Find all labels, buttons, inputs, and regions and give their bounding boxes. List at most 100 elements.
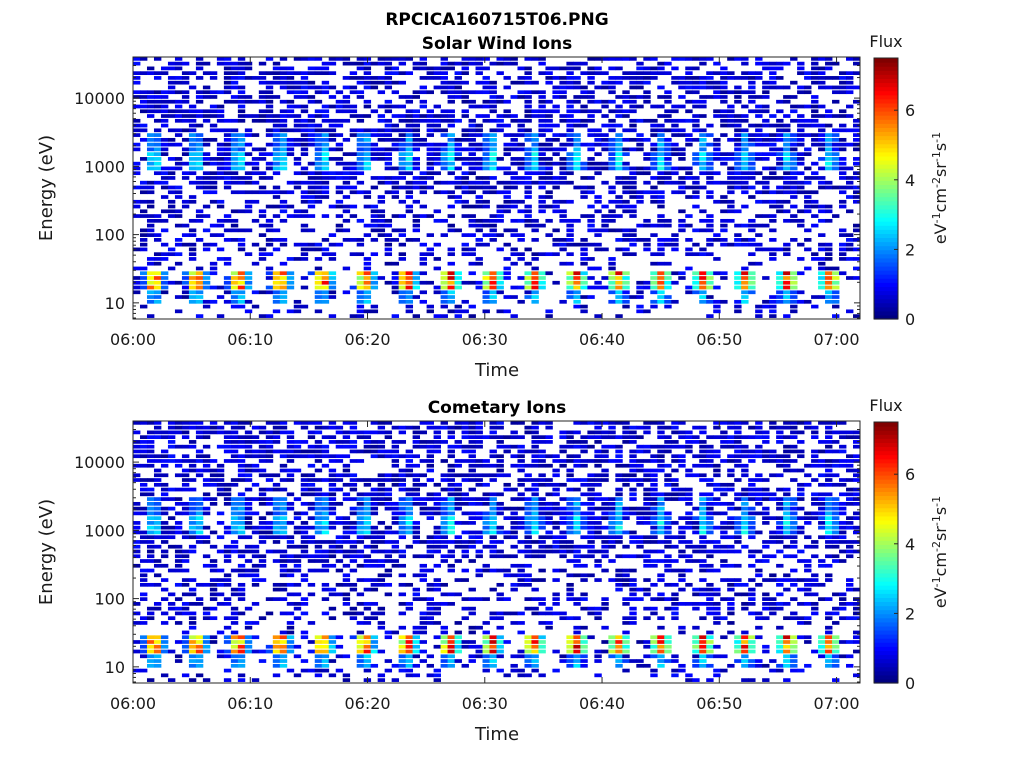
spectrogram-cell — [286, 128, 295, 133]
spectrogram-cell — [293, 90, 302, 95]
spectrogram-cell — [195, 511, 204, 516]
spectrogram-cell — [685, 66, 693, 71]
spectrogram-cell — [405, 190, 414, 195]
spectrogram-cell — [181, 482, 190, 487]
spectrogram-cell — [727, 421, 735, 425]
spectrogram-cell — [412, 501, 421, 506]
spectrogram-cell — [202, 468, 211, 473]
spectrogram-cell — [461, 57, 469, 61]
spectrogram-cell — [265, 204, 274, 209]
spectrogram-cell — [223, 444, 232, 449]
spectrogram-cell — [300, 80, 309, 85]
spectrogram-cell — [657, 195, 665, 199]
spectrogram-cell — [790, 530, 798, 535]
spectrogram-cell — [720, 95, 728, 99]
spectrogram-cell — [538, 99, 546, 104]
spectrogram-cell — [314, 137, 323, 142]
spectrogram-cell — [489, 214, 497, 218]
spectrogram-cell — [818, 276, 826, 280]
spectrogram-cell — [692, 506, 700, 511]
spectrogram-cell — [566, 166, 574, 171]
spectrogram-cell — [783, 133, 791, 137]
spectrogram-cell — [188, 252, 197, 257]
spectrogram-cell — [195, 214, 204, 218]
spectrogram-cell — [573, 152, 581, 156]
spectrogram-cell — [321, 530, 330, 535]
spectrogram-cell — [468, 454, 476, 459]
spectrogram-cell — [615, 478, 623, 482]
spectrogram-cell — [377, 497, 386, 501]
spectrogram-cell — [279, 85, 288, 90]
spectrogram-cell — [461, 99, 469, 104]
spectrogram-cell — [377, 530, 386, 535]
spectrogram-cell — [825, 266, 833, 271]
spectrogram-cell — [727, 473, 735, 478]
spectrogram-cell — [133, 525, 141, 530]
spectrogram-cell — [426, 109, 434, 114]
spectrogram-cell — [818, 295, 826, 299]
spectrogram-cell — [195, 157, 204, 161]
spectrogram-cell — [839, 430, 847, 435]
spectrogram-cell — [489, 530, 497, 535]
spectrogram-cell — [293, 95, 302, 99]
spectrogram-cell — [391, 478, 400, 482]
spectrogram-cell — [797, 257, 805, 261]
spectrogram-cell — [790, 309, 798, 314]
spectrogram-cell — [496, 459, 504, 463]
spectrogram-cell — [811, 304, 819, 309]
spectrogram-cell — [496, 309, 504, 314]
spectrogram-cell — [615, 199, 623, 204]
spectrogram-cell — [188, 276, 197, 280]
spectrogram-cell — [258, 497, 267, 501]
spectrogram-cell — [209, 266, 218, 271]
spectrogram-cell — [643, 223, 651, 228]
spectrogram-cell — [405, 114, 414, 118]
spectrogram-cell — [356, 492, 365, 497]
spectrogram-cell — [713, 147, 721, 152]
spectrogram-cell — [440, 90, 448, 95]
spectrogram-cell — [405, 195, 414, 199]
spectrogram-cell — [538, 90, 546, 95]
spectrogram-cell — [720, 80, 728, 85]
spectrogram-cell — [741, 521, 749, 525]
spectrogram-cell — [139, 530, 148, 535]
spectrogram-cell — [174, 157, 183, 161]
spectrogram-cell — [314, 295, 323, 299]
spectrogram-cell — [433, 128, 441, 133]
spectrogram-cell — [482, 492, 490, 497]
spectrogram-cell — [783, 276, 791, 280]
spectrogram-cell — [545, 166, 553, 171]
spectrogram-cell — [559, 459, 567, 463]
spectrogram-cell — [370, 421, 379, 425]
spectrogram-cell — [356, 252, 365, 257]
spectrogram-cell — [853, 190, 861, 195]
spectrogram-cell — [531, 161, 539, 166]
spectrogram-cell — [426, 425, 434, 430]
spectrogram-cell — [776, 295, 784, 299]
spectrogram-cell — [454, 166, 462, 171]
spectrogram-cell — [552, 228, 560, 233]
spectrogram-cell — [370, 133, 379, 137]
spectrogram-cell — [321, 525, 330, 530]
spectrogram-cell — [685, 238, 693, 242]
spectrogram-cell — [580, 482, 588, 487]
spectrogram-cell — [622, 176, 630, 180]
spectrogram-cell — [692, 99, 700, 104]
spectrogram-cell — [153, 435, 162, 440]
spectrogram-cell — [832, 280, 840, 285]
spectrogram-cell — [391, 280, 400, 285]
spectrogram-cell — [636, 76, 644, 80]
spectrogram-cell — [188, 114, 197, 118]
spectrogram-cell — [335, 501, 344, 506]
spectrogram-cell — [853, 176, 861, 180]
colorbar-swatch — [874, 204, 898, 210]
colorbar-swatch — [874, 282, 898, 287]
spectrogram-cell — [237, 304, 246, 309]
spectrogram-cell — [636, 118, 644, 123]
spectrogram-cell — [433, 152, 441, 156]
spectrogram-cell — [160, 540, 169, 544]
spectrogram-cell — [853, 137, 861, 142]
spectrogram-cell — [426, 185, 434, 190]
spectrogram-cell — [685, 76, 693, 80]
spectrogram-cell — [825, 421, 833, 425]
